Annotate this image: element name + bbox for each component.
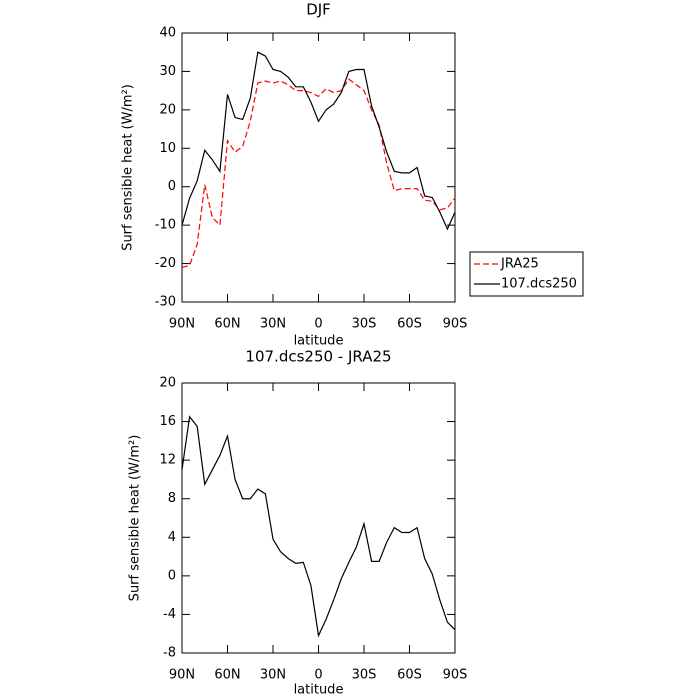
y-tick-label: 10 [159,141,176,156]
y-tick-label: 40 [159,26,176,41]
y-axis-label: Surf sensible heat (W/m²) [121,84,136,251]
x-axis-label: latitude [294,683,344,698]
y-tick-label: 0 [168,568,176,583]
y-tick-label: 0 [168,179,176,194]
plot-frame [181,32,456,303]
x-tick-label: 90S [443,668,468,683]
legend-label: JRA25 [500,257,539,272]
data-line [181,51,456,231]
x-tick-label: 30N [260,668,286,683]
y-tick-label: 20 [159,376,176,391]
y-tick-label: -30 [155,295,176,310]
x-tick-label: 0 [314,668,322,683]
y-tick-label: 12 [159,453,176,468]
x-tick-label: 30N [260,317,286,332]
x-tick-label: 60N [214,668,240,683]
data-line [181,78,456,268]
x-tick-label: 0 [314,317,322,332]
y-tick-label: -10 [155,218,176,233]
x-tick-label: 60N [214,317,240,332]
x-axis-label: latitude [294,334,344,349]
chart-title: 107.dcs250 - JRA25 [245,348,391,366]
chart-title: DJF [306,1,331,19]
y-tick-label: 4 [168,530,176,545]
x-tick-label: 90N [169,317,195,332]
x-tick-label: 30S [352,668,377,683]
data-line [181,415,456,638]
y-axis-label: Surf sensible heat (W/m²) [128,435,143,602]
x-tick-label: 90N [169,668,195,683]
plot-frame [181,382,456,654]
y-tick-label: -4 [163,607,176,622]
y-tick-label: 30 [159,64,176,79]
x-tick-label: 30S [352,317,377,332]
y-tick-label: 20 [159,102,176,117]
legend-box [469,251,584,297]
x-tick-label: 60S [397,668,422,683]
y-tick-label: -20 [155,256,176,271]
y-tick-label: 16 [159,414,176,429]
x-tick-label: 90S [443,317,468,332]
y-tick-label: -8 [163,646,176,661]
x-tick-label: 60S [397,317,422,332]
y-tick-label: 8 [168,491,176,506]
legend-label: 107.dcs250 [501,277,577,292]
